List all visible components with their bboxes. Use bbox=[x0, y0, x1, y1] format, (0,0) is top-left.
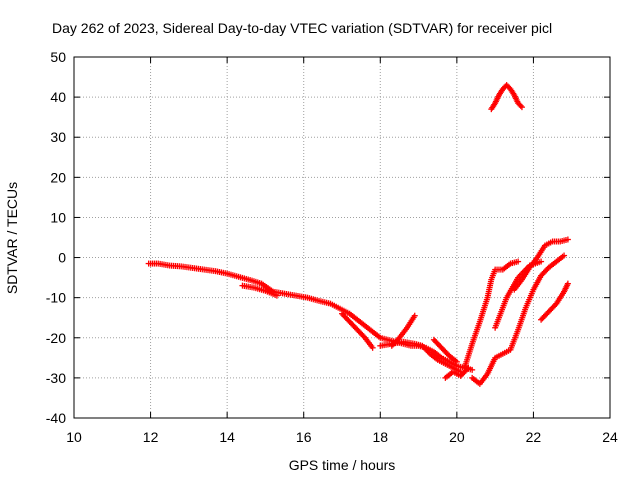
data-point bbox=[564, 280, 571, 287]
data-point bbox=[453, 358, 460, 365]
series-main-arc bbox=[145, 260, 476, 373]
x-tick-label: 22 bbox=[526, 429, 542, 445]
y-axis-label: SDTVAR / TECUs bbox=[4, 182, 20, 294]
y-tick-label: 10 bbox=[50, 209, 66, 225]
y-tick-label: 0 bbox=[58, 250, 66, 266]
data-point bbox=[411, 312, 418, 319]
data-point bbox=[273, 292, 280, 299]
data-point bbox=[395, 336, 402, 343]
data-point bbox=[369, 344, 376, 351]
y-tick-label: 30 bbox=[50, 129, 66, 145]
x-tick-label: 20 bbox=[449, 429, 465, 445]
data-points bbox=[145, 82, 571, 387]
data-point bbox=[561, 252, 568, 259]
gridlines bbox=[74, 57, 610, 418]
y-tick-label: -20 bbox=[46, 330, 66, 346]
data-point bbox=[552, 302, 559, 309]
series-branch-spike bbox=[388, 312, 418, 349]
data-point bbox=[360, 333, 367, 340]
x-axis-label: GPS time / hours bbox=[289, 457, 396, 473]
x-tick-label: 16 bbox=[296, 429, 312, 445]
series-branch-side bbox=[430, 336, 460, 365]
y-tick-label: 50 bbox=[50, 49, 66, 65]
y-tick-label: 20 bbox=[50, 169, 66, 185]
axis-ticks: 10 12 14 16 18 20 22 24 -40 -30 -20 -10 0 10 20 30 40 50 bbox=[46, 49, 618, 445]
series-rise-a bbox=[461, 258, 522, 371]
series-rise-d bbox=[492, 258, 545, 331]
series-rise-b bbox=[469, 252, 568, 387]
series-branch-upper bbox=[239, 282, 280, 299]
data-point bbox=[517, 102, 524, 109]
data-point bbox=[538, 258, 545, 265]
data-point bbox=[518, 104, 525, 111]
data-point bbox=[564, 236, 571, 243]
series-outlier-arc bbox=[488, 82, 525, 113]
series-branch-low-a bbox=[339, 310, 376, 351]
x-tick-label: 12 bbox=[143, 429, 159, 445]
series-rise-e bbox=[538, 280, 571, 323]
x-tick-label: 10 bbox=[66, 429, 82, 445]
y-tick-label: 40 bbox=[50, 89, 66, 105]
x-tick-label: 18 bbox=[372, 429, 388, 445]
y-tick-label: -30 bbox=[46, 370, 66, 386]
y-tick-label: -40 bbox=[46, 410, 66, 426]
chart-title: Day 262 of 2023, Sidereal Day-to-day VTE… bbox=[52, 20, 552, 36]
series-rise-c bbox=[511, 236, 571, 293]
y-tick-label: -10 bbox=[46, 290, 66, 306]
x-tick-label: 14 bbox=[219, 429, 235, 445]
data-point bbox=[515, 258, 522, 265]
data-point bbox=[469, 366, 476, 373]
x-tick-label: 24 bbox=[602, 429, 618, 445]
plot-frame bbox=[73, 56, 611, 419]
